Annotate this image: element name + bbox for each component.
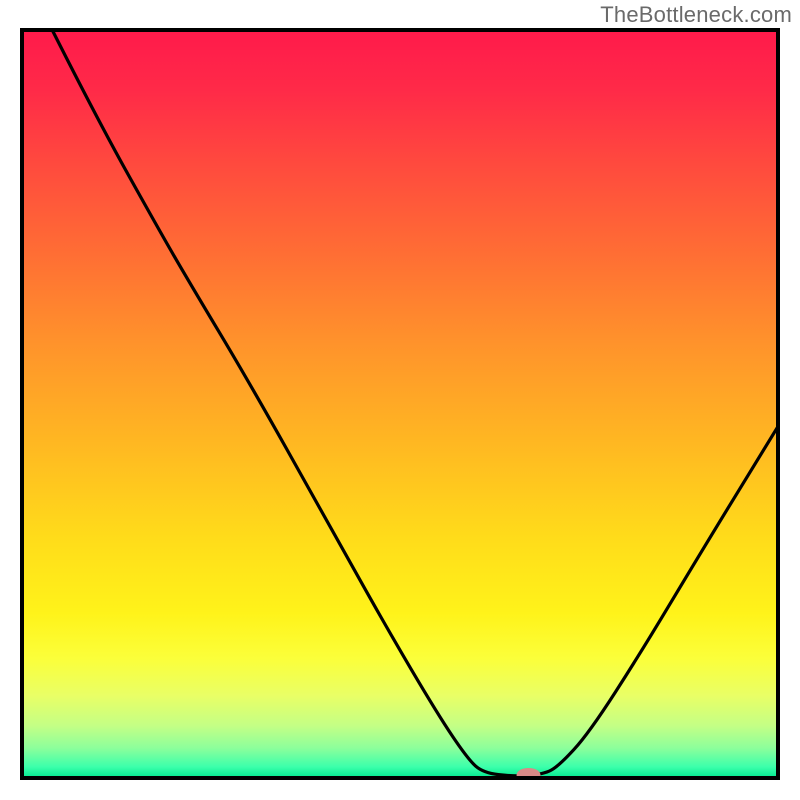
chart-container: TheBottleneck.com <box>0 0 800 800</box>
bottleneck-chart <box>0 0 800 800</box>
gradient-background <box>22 30 778 778</box>
watermark-text: TheBottleneck.com <box>600 2 792 28</box>
